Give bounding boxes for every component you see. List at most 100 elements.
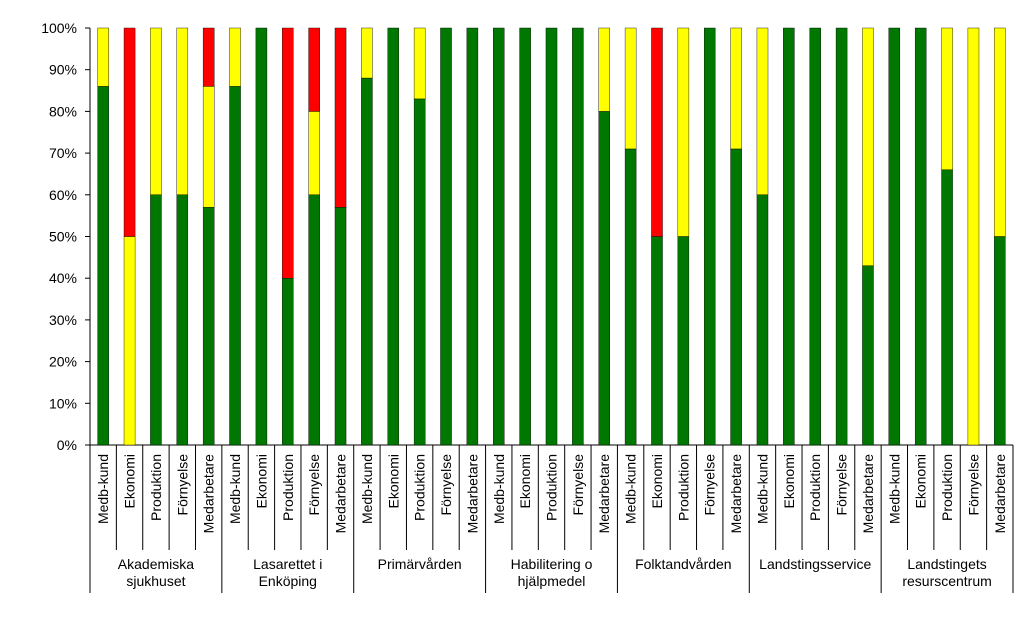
bar-segment-green	[572, 27, 584, 446]
x-category-label: Medarbetare	[333, 454, 349, 534]
x-category-label: Medarbetare	[992, 454, 1008, 534]
bar-segment-green	[941, 169, 953, 446]
bar-segment-green	[493, 27, 505, 446]
bar-segment-yellow	[123, 236, 136, 446]
bar-segment-yellow	[413, 27, 426, 100]
bar-segment-green	[835, 27, 848, 446]
bar-segment-red	[202, 27, 215, 87]
bar-segment-red	[308, 27, 320, 112]
bar-segment-yellow	[229, 27, 241, 87]
bar-segment-green	[730, 148, 742, 446]
x-category-label: Ekonomi	[385, 454, 401, 508]
x-category-label: Medb-kund	[886, 454, 902, 524]
x-category-label: Medarbetare	[464, 454, 480, 534]
group-label: hjälpmedel	[518, 573, 586, 589]
x-category-label: Produktion	[939, 454, 955, 521]
y-tick-label: 80%	[49, 103, 77, 119]
group-label: resurscentrum	[902, 573, 991, 589]
x-category-label: Medarbetare	[596, 454, 612, 534]
bar-segment-green	[361, 77, 373, 446]
bar-segment-green	[229, 86, 241, 446]
group-label: Landstingets	[907, 556, 986, 572]
bar-segment-yellow	[150, 27, 162, 196]
bar-segment-green	[387, 27, 400, 446]
bar-segment-green	[809, 27, 821, 446]
bar-segment-green	[440, 27, 452, 446]
x-category-label: Förnyelse	[965, 454, 981, 516]
y-tick-label: 0%	[57, 437, 77, 453]
bar-segment-green	[545, 27, 558, 446]
x-category-label: Förnyelse	[834, 454, 850, 516]
x-category-label: Ekonomi	[122, 454, 138, 508]
bar-segment-red	[651, 27, 663, 237]
x-category-label: Medb-kund	[227, 454, 243, 524]
group-label: Akademiska	[118, 556, 194, 572]
bar-segment-green	[202, 207, 215, 446]
x-category-label: Förnyelse	[702, 454, 718, 516]
x-category-label: Ekonomi	[781, 454, 797, 508]
group-label: sjukhuset	[126, 573, 185, 589]
bar-segment-green	[888, 27, 901, 446]
bar-segment-red	[334, 27, 347, 208]
x-category-label: Ekonomi	[517, 454, 533, 508]
bar-segment-green	[519, 27, 531, 446]
bar-segment-green	[862, 265, 874, 446]
bar-segment-green	[994, 236, 1006, 446]
bar-segment-yellow	[677, 27, 690, 237]
bar-segment-yellow	[624, 27, 637, 150]
bar-segment-green	[334, 207, 347, 446]
bar-segment-yellow	[308, 111, 320, 196]
y-tick-label: 90%	[49, 62, 77, 78]
bar-segment-yellow	[941, 27, 953, 170]
x-category-label: Förnyelse	[570, 454, 586, 516]
x-category-label: Produktion	[675, 454, 691, 521]
x-category-label: Förnyelse	[306, 454, 322, 516]
bar-segment-green	[651, 236, 663, 446]
x-category-label: Produktion	[280, 454, 296, 521]
y-tick-label: 10%	[49, 395, 77, 411]
bar-segment-yellow	[862, 27, 874, 266]
group-label: Folktandvården	[635, 556, 732, 572]
x-category-label: Medb-kund	[623, 454, 639, 524]
bar-segment-green	[255, 27, 268, 446]
x-category-label: Produktion	[807, 454, 823, 521]
y-tick-label: 70%	[49, 145, 77, 161]
x-category-label: Produktion	[148, 454, 164, 521]
bar-segment-yellow	[598, 27, 610, 112]
bar-segment-green	[413, 98, 426, 446]
x-category-label: Produktion	[544, 454, 560, 521]
bar-segment-green	[150, 194, 162, 446]
bar-segment-green	[466, 27, 479, 446]
x-category-label: Medarbetare	[860, 454, 876, 534]
bar-segment-red	[282, 27, 294, 279]
bar-segment-green	[97, 86, 109, 446]
x-category-label: Medb-kund	[491, 454, 507, 524]
y-tick-label: 100%	[41, 20, 77, 36]
x-category-label: Förnyelse	[438, 454, 454, 516]
bar-segment-green	[756, 194, 769, 446]
y-tick-label: 30%	[49, 312, 77, 328]
group-label: Lasarettet i	[253, 556, 322, 572]
bar-segment-green	[282, 278, 294, 446]
y-tick-label: 20%	[49, 354, 77, 370]
bar-segment-green	[703, 27, 716, 446]
bar-segment-yellow	[97, 27, 109, 87]
y-tick-label: 50%	[49, 229, 77, 245]
bar-segment-green	[914, 27, 927, 446]
x-category-label: Medb-kund	[359, 454, 375, 524]
bar-segment-green	[176, 194, 189, 446]
x-category-label: Medb-kund	[95, 454, 111, 524]
bar-segment-green	[783, 27, 795, 446]
bar-segment-green	[677, 236, 690, 446]
x-category-label: Medarbetare	[201, 454, 217, 534]
x-category-label: Ekonomi	[253, 454, 269, 508]
x-category-label: Förnyelse	[174, 454, 190, 516]
group-label: Landstingsservice	[759, 556, 871, 572]
x-category-label: Medb-kund	[754, 454, 770, 524]
y-tick-label: 60%	[49, 187, 77, 203]
bar-segment-green	[598, 111, 610, 446]
bar-segment-red	[123, 27, 136, 237]
bar-segment-yellow	[361, 27, 373, 79]
